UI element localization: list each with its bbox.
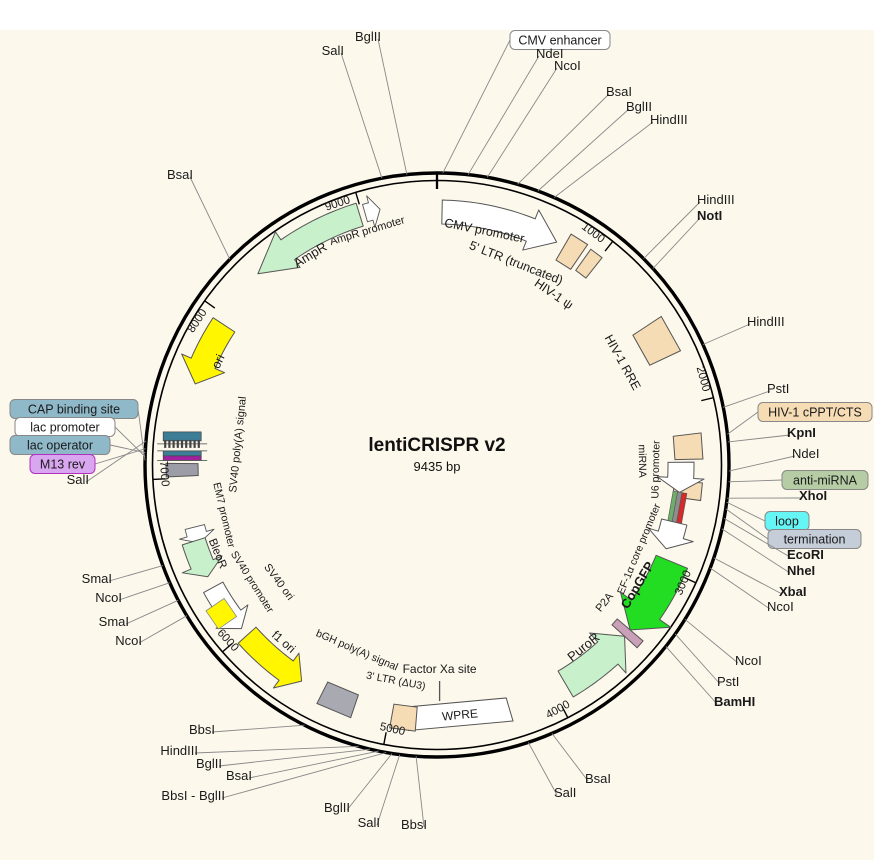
svg-text:HindIII: HindIII: [650, 112, 688, 127]
svg-text:bGH poly(A) signal: bGH poly(A) signal: [314, 627, 400, 673]
svg-text:NcoI: NcoI: [115, 633, 142, 648]
svg-text:PstI: PstI: [717, 674, 739, 689]
svg-text:NcoI: NcoI: [767, 599, 794, 614]
svg-text:2000: 2000: [694, 365, 712, 393]
svg-text:SalI: SalI: [322, 43, 344, 58]
svg-text:NcoI: NcoI: [95, 590, 122, 605]
svg-text:lac operator: lac operator: [27, 439, 93, 453]
svg-text:BsaI: BsaI: [226, 768, 252, 783]
svg-text:XhoI: XhoI: [799, 488, 827, 503]
svg-text:NcoI: NcoI: [554, 58, 581, 73]
svg-text:BglII: BglII: [324, 800, 350, 815]
svg-text:P2A: P2A: [594, 590, 617, 614]
svg-text:M13 rev: M13 rev: [40, 458, 86, 472]
svg-text:HindIII: HindIII: [697, 192, 735, 207]
svg-text:NotI: NotI: [697, 208, 722, 223]
svg-text:BbsI - BglII: BbsI - BglII: [161, 788, 225, 803]
svg-text:BglII: BglII: [196, 756, 222, 771]
svg-text:PstI: PstI: [767, 381, 789, 396]
svg-text:BbsI: BbsI: [401, 817, 427, 832]
svg-text:CAP binding site: CAP binding site: [28, 403, 120, 417]
svg-text:anti-miRNA: anti-miRNA: [793, 474, 858, 488]
svg-text:BbsI: BbsI: [189, 722, 215, 737]
svg-text:BsaI: BsaI: [606, 84, 632, 99]
svg-text:EcoRI: EcoRI: [787, 547, 824, 562]
svg-text:SalI: SalI: [554, 785, 576, 800]
svg-text:BsaI: BsaI: [167, 167, 193, 182]
svg-text:NdeI: NdeI: [792, 446, 819, 461]
svg-text:NheI: NheI: [787, 563, 815, 578]
svg-text:HindIII: HindIII: [160, 743, 198, 758]
svg-text:loop: loop: [775, 515, 799, 529]
svg-text:miRNA: miRNA: [636, 444, 649, 477]
svg-text:lac promoter: lac promoter: [30, 421, 99, 435]
svg-text:6000: 6000: [215, 627, 241, 654]
svg-text:termination: termination: [784, 533, 846, 547]
svg-text:XbaI: XbaI: [779, 584, 806, 599]
svg-text:Factor Xa site: Factor Xa site: [403, 662, 477, 676]
svg-text:SalI: SalI: [67, 472, 89, 487]
svg-text:7000: 7000: [157, 460, 171, 486]
svg-text:KpnI: KpnI: [787, 425, 816, 440]
svg-text:9435 bp: 9435 bp: [414, 459, 461, 474]
svg-text:NcoI: NcoI: [735, 653, 762, 668]
svg-text:BglII: BglII: [626, 99, 652, 114]
svg-text:SmaI: SmaI: [82, 571, 112, 586]
svg-text:SV40 poly(A) signal: SV40 poly(A) signal: [227, 396, 249, 493]
svg-text:SalI: SalI: [358, 815, 380, 830]
svg-text:HindIII: HindIII: [747, 314, 785, 329]
svg-text:HIV-1 cPPT/CTS: HIV-1 cPPT/CTS: [768, 406, 862, 420]
svg-text:U6 promoter: U6 promoter: [649, 440, 662, 499]
svg-text:lentiCRISPR v2: lentiCRISPR v2: [368, 435, 505, 456]
svg-text:BamHI: BamHI: [714, 694, 755, 709]
svg-text:BsaI: BsaI: [585, 771, 611, 786]
svg-text:BglII: BglII: [355, 29, 381, 44]
svg-text:5' LTR (truncated): 5' LTR (truncated): [467, 238, 565, 287]
svg-text:SmaI: SmaI: [99, 614, 129, 629]
